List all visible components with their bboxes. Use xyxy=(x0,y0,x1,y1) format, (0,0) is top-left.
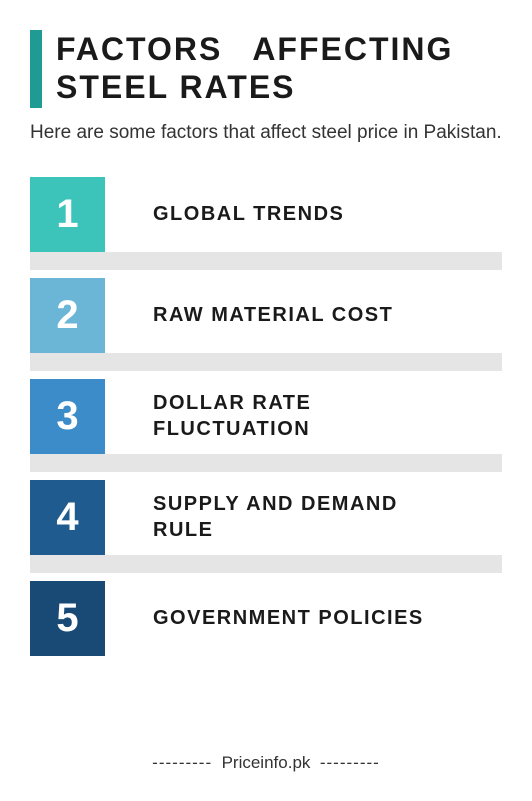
list-item: 2 RAW MATERIAL COST xyxy=(30,278,502,371)
title-row: FACTORS AFFECTING STEEL RATES xyxy=(30,30,502,108)
footer: --------- Priceinfo.pk --------- xyxy=(0,753,532,773)
spacer-bar xyxy=(30,555,502,573)
list-item-row: 3 DOLLAR RATE FLUCTUATION xyxy=(30,379,502,454)
item-label: GLOBAL TRENDS xyxy=(153,201,344,227)
list-item: 4 SUPPLY AND DEMAND RULE xyxy=(30,480,502,573)
accent-bar xyxy=(30,30,42,108)
title-word-1: FACTORS xyxy=(56,31,222,67)
factor-list: 1 GLOBAL TRENDS 2 RAW MATERIAL COST 3 DOLLAR … xyxy=(0,177,532,656)
title-word-3: STEEL RATES xyxy=(56,69,296,105)
page-title: FACTORS AFFECTING STEEL RATES xyxy=(56,30,453,107)
list-item: 5 GOVERNMENT POLICIES xyxy=(30,581,502,656)
header: FACTORS AFFECTING STEEL RATES Here are so… xyxy=(0,0,532,147)
spacer-bar xyxy=(30,252,502,270)
title-word-2: AFFECTING xyxy=(252,31,453,67)
number-box: 1 xyxy=(30,177,105,252)
item-label: RAW MATERIAL COST xyxy=(153,302,393,328)
list-item: 3 DOLLAR RATE FLUCTUATION xyxy=(30,379,502,472)
list-item-row: 1 GLOBAL TRENDS xyxy=(30,177,502,252)
list-item-row: 4 SUPPLY AND DEMAND RULE xyxy=(30,480,502,555)
footer-dash-left: --------- xyxy=(152,753,212,772)
item-label: GOVERNMENT POLICIES xyxy=(153,605,424,631)
list-item-row: 2 RAW MATERIAL COST xyxy=(30,278,502,353)
number-box: 4 xyxy=(30,480,105,555)
number-box: 5 xyxy=(30,581,105,656)
number-box: 2 xyxy=(30,278,105,353)
list-item-row: 5 GOVERNMENT POLICIES xyxy=(30,581,502,656)
footer-text: Priceinfo.pk xyxy=(222,753,311,772)
list-item: 1 GLOBAL TRENDS xyxy=(30,177,502,270)
item-label: DOLLAR RATE FLUCTUATION xyxy=(153,390,453,442)
number-box: 3 xyxy=(30,379,105,454)
spacer-bar xyxy=(30,454,502,472)
footer-dash-right: --------- xyxy=(320,753,380,772)
item-label: SUPPLY AND DEMAND RULE xyxy=(153,491,453,543)
spacer-bar xyxy=(30,353,502,371)
subtitle: Here are some factors that affect steel … xyxy=(30,120,502,147)
